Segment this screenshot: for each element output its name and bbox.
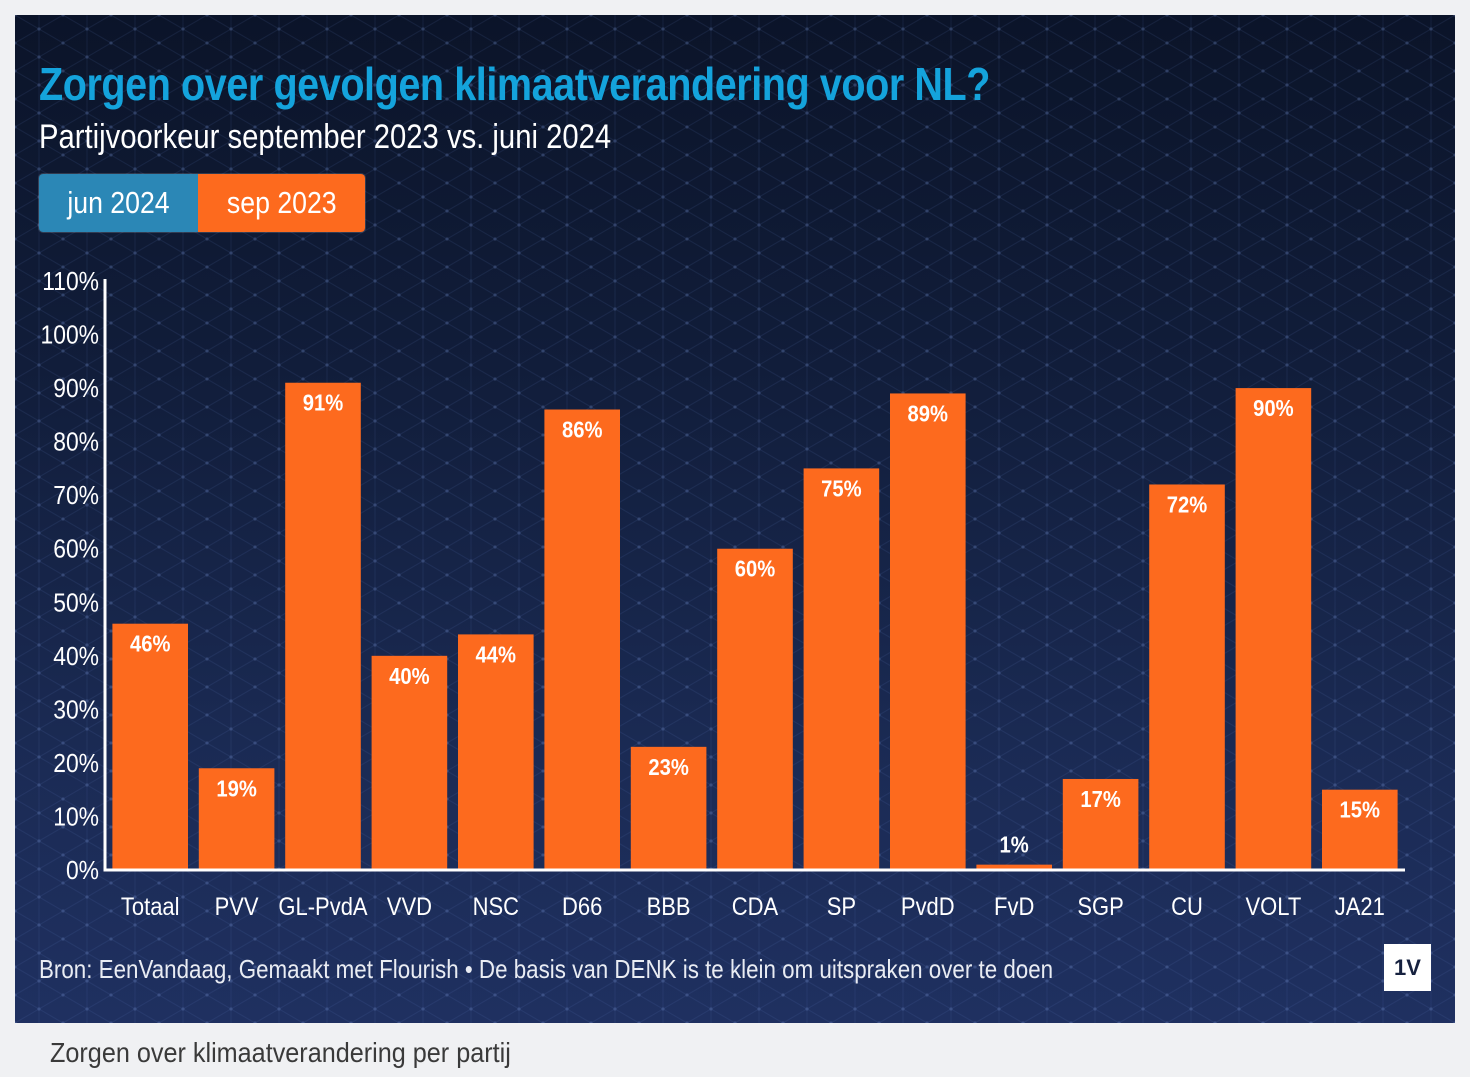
chart-title: Zorgen over gevolgen klimaatverandering … <box>39 58 990 110</box>
source-note: Bron: EenVandaag, Gemaakt met Flourish •… <box>39 954 1054 984</box>
y-tick-label: 80% <box>53 428 99 457</box>
y-tick-label: 60% <box>53 535 99 564</box>
value-label: 19% <box>216 775 257 802</box>
bar-bbb[interactable] <box>630 746 707 870</box>
y-tick-label: 100% <box>41 321 99 350</box>
x-tick-label: CDA <box>732 893 779 921</box>
value-label: 17% <box>1080 786 1121 813</box>
figure-caption: Zorgen over klimaatverandering per parti… <box>50 1037 511 1068</box>
y-tick-label: 90% <box>53 375 99 404</box>
value-label: 15% <box>1340 796 1381 823</box>
y-tick-label: 110% <box>42 268 99 297</box>
x-tick-label: BBB <box>647 893 691 921</box>
bar-d66[interactable] <box>544 409 620 870</box>
bar-vvd[interactable] <box>371 655 448 870</box>
x-tick-label: FvD <box>994 893 1034 921</box>
y-tick-label: 10% <box>53 803 99 832</box>
legend-button-sep-2023[interactable]: sep 2023 <box>198 174 365 232</box>
x-tick-label: PvdD <box>901 893 955 921</box>
legend-toggle: jun 2024 sep 2023 <box>39 174 365 232</box>
bar-pvdd[interactable] <box>890 393 966 870</box>
y-tick-label: 0% <box>66 857 99 886</box>
x-tick-label: VVD <box>387 893 432 921</box>
legend-button-jun-2024[interactable]: jun 2024 <box>39 174 198 232</box>
bar-totaal[interactable] <box>112 623 188 870</box>
y-tick-label: 50% <box>53 589 99 618</box>
bar-ja21[interactable] <box>1322 789 1398 870</box>
x-tick-label: NSC <box>473 893 519 921</box>
y-tick-label: 40% <box>53 643 99 672</box>
y-tick-label: 30% <box>53 696 99 725</box>
x-tick-label: SP <box>827 893 856 921</box>
bar-cda[interactable] <box>717 548 793 870</box>
x-tick-label: VOLT <box>1246 893 1302 921</box>
value-label: 44% <box>476 641 517 668</box>
value-label: 23% <box>648 754 689 781</box>
bar-fvd[interactable] <box>976 864 1052 870</box>
eenvandaag-logo[interactable]: 1V <box>1384 944 1431 991</box>
chart-card: Zorgen over gevolgen klimaatverandering … <box>15 15 1455 1023</box>
value-label: 72% <box>1167 491 1208 518</box>
value-label: 75% <box>821 475 862 502</box>
value-label: 86% <box>562 416 603 443</box>
bar-pvv[interactable] <box>198 768 275 870</box>
x-tick-label: D66 <box>562 893 602 921</box>
value-label: 1% <box>1000 831 1029 858</box>
bar-chart: 0% 10% 20% 30% 40% 50% 60% 70% 80% 90% 100% 110% 46… <box>41 268 1405 921</box>
value-label: 90% <box>1253 395 1294 422</box>
x-tick-label: Totaal <box>121 893 180 921</box>
bar-gl-pvda[interactable] <box>285 382 361 870</box>
x-tick-label: JA21 <box>1335 893 1385 921</box>
y-tick-label: 20% <box>53 750 99 779</box>
bars <box>112 382 1398 870</box>
value-label: 46% <box>130 630 171 657</box>
bar-sgp[interactable] <box>1062 778 1139 870</box>
bar-volt[interactable] <box>1235 388 1312 870</box>
x-tick-label: PVV <box>215 893 259 921</box>
chart-subtitle: Partijvoorkeur september 2023 vs. juni 2… <box>39 118 612 156</box>
x-tick-label: SGP <box>1077 893 1123 921</box>
value-label: 89% <box>908 400 949 427</box>
y-tick-label: 70% <box>53 482 99 511</box>
bar-cu[interactable] <box>1149 484 1225 870</box>
x-tick-label: CU <box>1171 893 1203 921</box>
legend-button-label: sep 2023 <box>226 185 337 220</box>
legend-button-label: jun 2024 <box>67 185 170 220</box>
value-label: 40% <box>389 663 430 690</box>
bar-nsc[interactable] <box>458 634 534 870</box>
y-axis-ticks: 0% 10% 20% 30% 40% 50% 60% 70% 80% 90% 100% 110% <box>41 268 99 886</box>
value-label: 60% <box>735 555 776 582</box>
value-label: 91% <box>303 390 344 417</box>
bar-sp[interactable] <box>803 468 880 870</box>
value-labels: 46% 19% 91% 40% 44% 86% 23% 60% 75% 89% 1% 17% 72% 90… <box>130 390 1380 858</box>
x-axis-labels: Totaal PVV GL-PvdA VVD NSC D66 BBB CDA SP PvdD FvD… <box>121 893 1385 921</box>
x-tick-label: GL-PvdA <box>278 893 367 921</box>
